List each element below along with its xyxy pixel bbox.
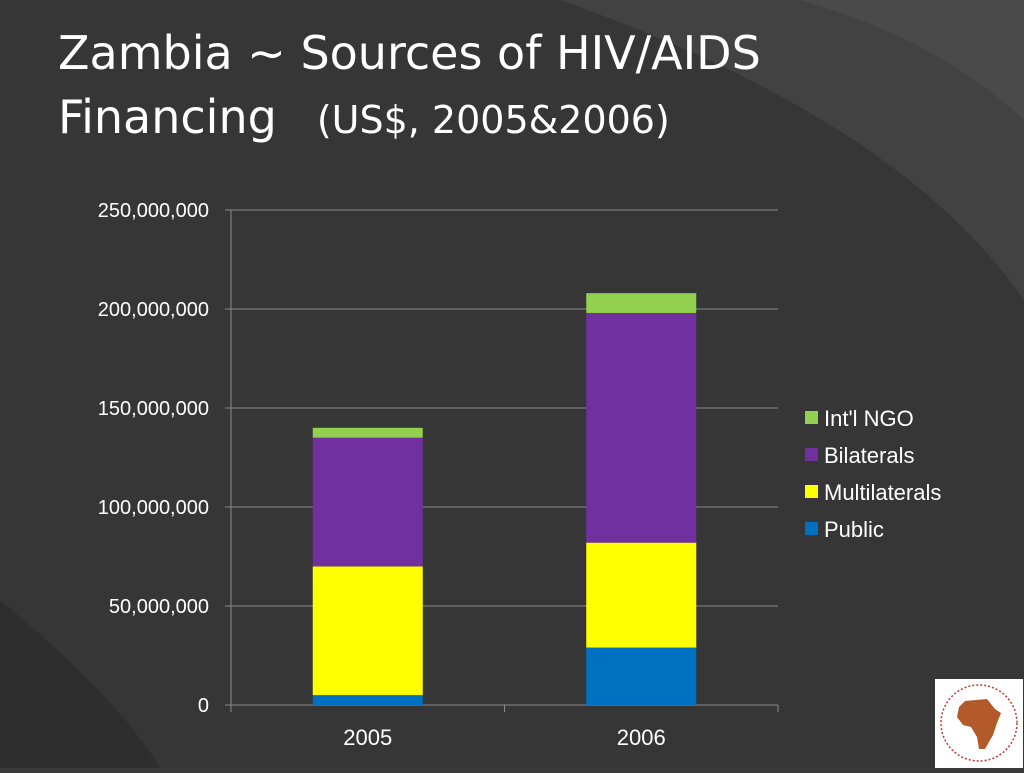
x-tick-label: 2005 <box>343 725 392 750</box>
slide-title: Zambia ~ Sources of HIV/AIDS Financing (U… <box>58 30 761 140</box>
bar-segment-bilaterals-2006 <box>586 312 697 543</box>
title-subtitle: (US$, 2005&2006) <box>316 98 670 142</box>
bar-segment-public-2005 <box>312 695 423 705</box>
bar-segment-public-2006 <box>586 647 697 705</box>
y-tick-label: 100,000,000 <box>98 497 209 519</box>
y-tick-label: 0 <box>198 695 209 717</box>
legend-swatch <box>805 411 818 424</box>
y-tick-label: 150,000,000 <box>98 398 209 420</box>
bar-segment-int-l-ngo-2006 <box>586 293 697 313</box>
africa-map-icon <box>940 684 1018 762</box>
bar-segment-int-l-ngo-2005 <box>312 427 423 438</box>
y-tick-label: 200,000,000 <box>98 299 209 321</box>
legend-swatch <box>805 522 818 535</box>
legend-swatch <box>805 485 818 498</box>
legend-label: Public <box>824 517 884 542</box>
title-line-1: Zambia ~ Sources of HIV/AIDS <box>58 26 761 80</box>
y-tick-label: 250,000,000 <box>98 200 209 222</box>
legend-label: Int'l NGO <box>824 406 914 431</box>
legend-label: Multilaterals <box>824 480 941 505</box>
bar-segment-multilaterals-2005 <box>312 566 423 696</box>
y-tick-label: 50,000,000 <box>109 596 209 618</box>
legend-label: Bilaterals <box>824 443 914 468</box>
bar-segment-bilaterals-2005 <box>312 437 423 567</box>
legend-swatch <box>805 448 818 461</box>
bar-segment-multilaterals-2006 <box>586 542 697 648</box>
title-line-2: Financing (US$, 2005&2006) <box>58 94 761 140</box>
x-tick-label: 2006 <box>617 725 666 750</box>
title-main-word: Financing <box>58 90 277 144</box>
afhea-logo <box>935 679 1023 768</box>
